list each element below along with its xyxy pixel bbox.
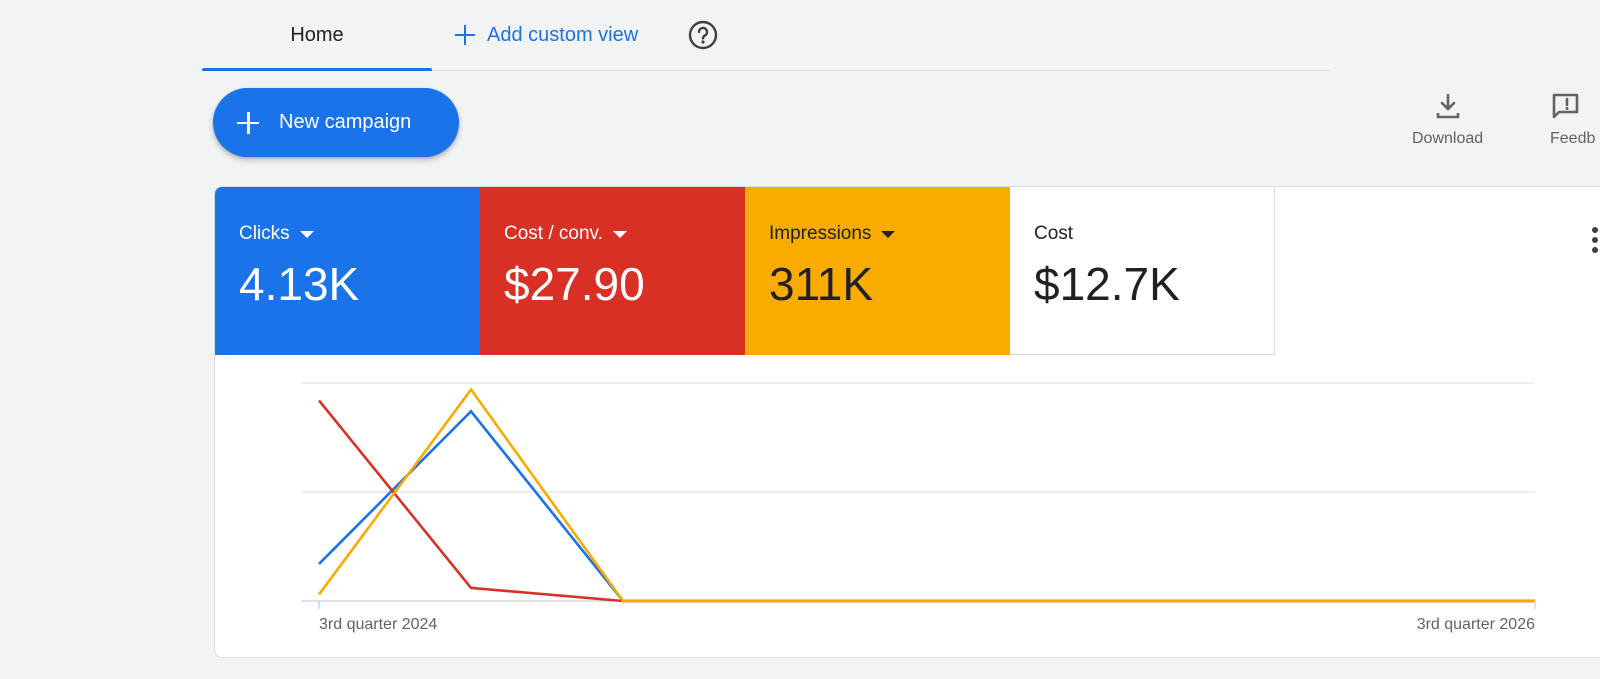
metric-cost-per-conversion[interactable]: Cost / conv. $27.90 — [480, 187, 745, 355]
metric-value: $12.7K — [1034, 258, 1180, 310]
download-icon — [1436, 93, 1459, 119]
metric-value: 311K — [769, 258, 874, 310]
metric-value: 4.13K — [239, 258, 360, 310]
series-line-0 — [318, 409, 1535, 603]
metric-clicks[interactable]: Clicks 4.13K — [215, 187, 480, 355]
metric-label: Cost — [1034, 223, 1074, 244]
caret-down-icon — [612, 230, 627, 238]
performance-line-chart: 3rd quarter 2024 3rd quarter 2026 — [301, 382, 1536, 633]
caret-down-icon — [881, 230, 896, 238]
feedback-icon — [1552, 93, 1579, 119]
new-campaign-label: New campaign — [279, 111, 412, 133]
metric-value: $27.90 — [504, 258, 645, 310]
chart-grid — [301, 382, 1535, 602]
more-vert-icon[interactable] — [1590, 225, 1600, 255]
metric-label: Clicks — [239, 223, 290, 244]
metric-label: Impressions — [769, 223, 872, 244]
add-custom-view-link[interactable]: Add custom view — [455, 0, 638, 70]
series-line-2 — [317, 387, 1535, 603]
x-tick-label: 3rd quarter 2026 — [1417, 616, 1535, 633]
new-campaign-button[interactable]: New campaign — [213, 88, 459, 157]
chart-series — [317, 387, 1535, 603]
metric-label: Cost / conv. — [504, 223, 603, 244]
chart-x-axis: 3rd quarter 2024 3rd quarter 2026 — [318, 601, 1536, 633]
metric-label-wrap: Cost / conv. — [504, 223, 721, 245]
feedback-button[interactable]: Feedb — [1550, 92, 1595, 148]
download-label: Download — [1412, 130, 1484, 147]
metric-label-wrap: Clicks — [239, 223, 456, 245]
tab-home[interactable]: Home — [202, 0, 432, 71]
feedback-label: Feedb — [1550, 130, 1596, 147]
download-button[interactable]: Download — [1412, 92, 1483, 148]
add-custom-view-label: Add custom view — [487, 23, 639, 46]
plus-icon — [237, 111, 259, 134]
tab-bar: Home Add custom view — [202, 0, 1330, 71]
caret-down-icon — [299, 230, 314, 238]
x-tick-label: 3rd quarter 2024 — [319, 616, 437, 633]
tab-home-label: Home — [290, 23, 344, 46]
metric-label-wrap: Impressions — [769, 223, 986, 245]
performance-card: Clicks 4.13K Cost / conv. $27.90 Impress… — [214, 186, 1600, 658]
metric-cost[interactable]: Cost $12.7K — [1010, 187, 1275, 355]
help-circle-icon[interactable] — [688, 20, 718, 50]
plus-icon — [455, 25, 475, 45]
metric-label-wrap: Cost — [1034, 223, 1250, 245]
metric-impressions[interactable]: Impressions 311K — [745, 187, 1010, 355]
